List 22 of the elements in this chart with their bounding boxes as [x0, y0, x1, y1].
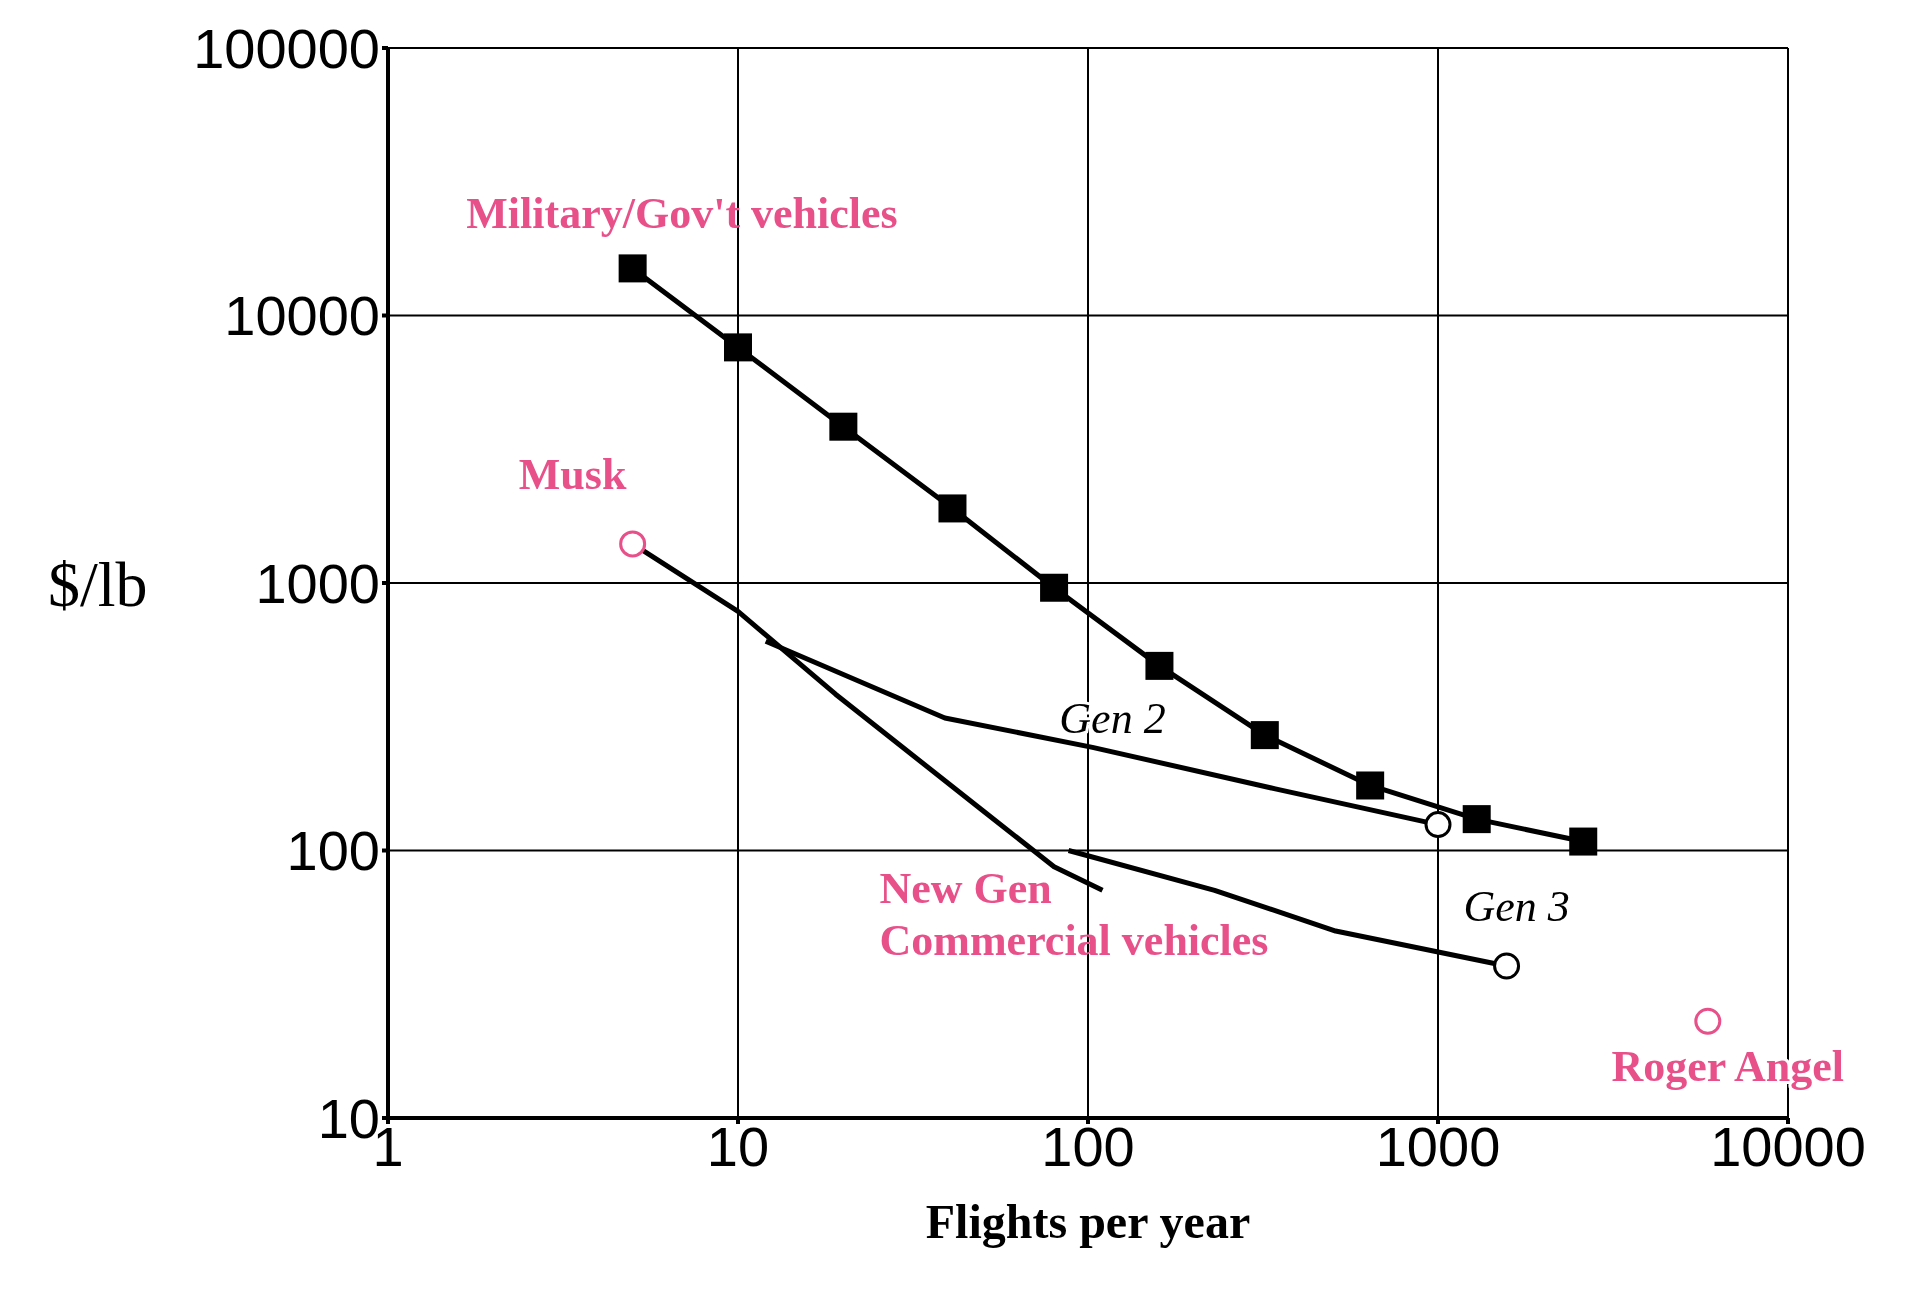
point	[1462, 805, 1491, 834]
series-label: Musk	[518, 449, 627, 499]
point	[1569, 827, 1598, 856]
x-tick-label: 100	[1041, 1114, 1135, 1178]
x-tick-label: 1000	[1375, 1114, 1501, 1178]
point	[1250, 721, 1279, 750]
y-tick-label: 1000	[255, 551, 380, 615]
series-label: Gen 3	[1463, 882, 1570, 932]
x-axis-title: Flights per year	[925, 1195, 1251, 1248]
point	[618, 254, 647, 283]
x-tick-label: 10000	[1710, 1114, 1866, 1178]
point	[1040, 573, 1069, 602]
point	[724, 333, 752, 362]
point	[1356, 771, 1385, 800]
y-tick-label: 100000	[193, 16, 380, 80]
point	[1145, 651, 1174, 680]
x-tick-label: 10	[706, 1114, 770, 1178]
y-axis-title: $/lb	[48, 548, 148, 620]
point	[829, 412, 858, 441]
y-tick-label: 100	[286, 819, 380, 883]
point	[619, 530, 647, 558]
y-tick-label: 10000	[224, 284, 380, 348]
